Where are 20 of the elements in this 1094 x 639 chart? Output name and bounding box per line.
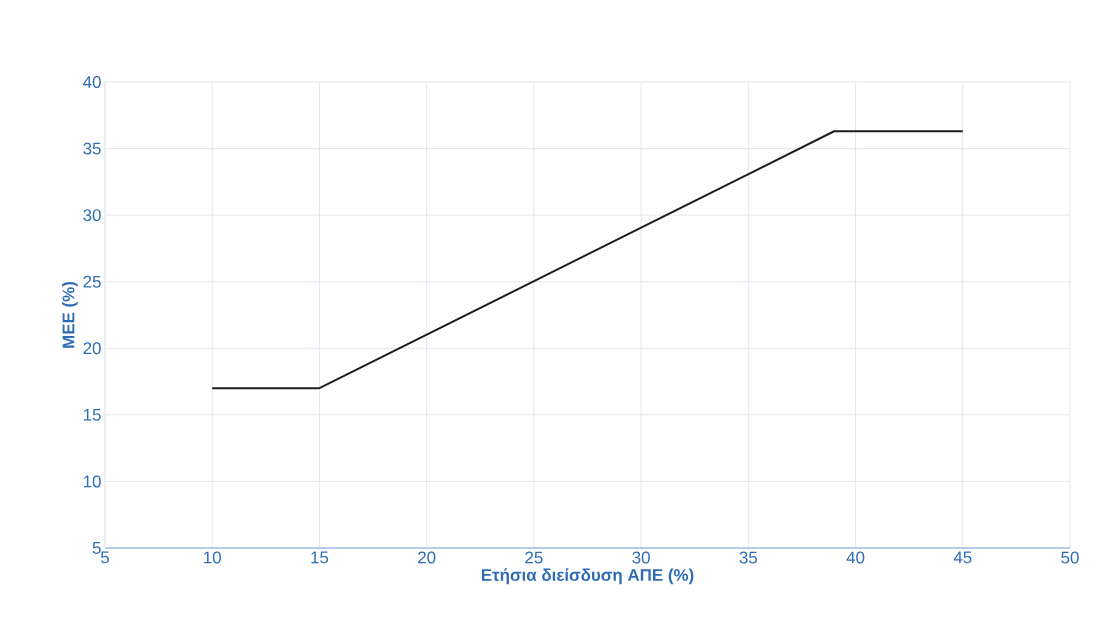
y-tick-label: 10 — [83, 475, 101, 488]
x-tick-label: 25 — [525, 551, 543, 564]
x-tick-label: 20 — [418, 551, 436, 564]
x-axis-title: Ετήσια διείσδυση ΑΠΕ (%) — [481, 568, 694, 585]
y-tick-label: 25 — [83, 275, 101, 288]
x-tick-label: 35 — [739, 551, 758, 564]
x-tick-label: 40 — [846, 551, 865, 564]
y-tick-label: 35 — [83, 142, 101, 155]
y-axis-title: ΜΕΕ (%) — [62, 281, 78, 348]
y-tick-label: 30 — [83, 209, 101, 222]
x-tick-label: 5 — [100, 551, 109, 564]
y-tick-label: 15 — [83, 408, 101, 421]
y-tick-label: 20 — [83, 342, 101, 355]
x-tick-label: 15 — [311, 551, 329, 564]
y-tick-label: 40 — [83, 76, 101, 88]
x-tick-label: 30 — [632, 551, 650, 564]
y-tick-label: 5 — [92, 542, 101, 554]
x-tick-label: 45 — [953, 551, 972, 564]
x-tick-label: 50 — [1061, 551, 1079, 564]
x-tick-label: 10 — [204, 551, 221, 564]
